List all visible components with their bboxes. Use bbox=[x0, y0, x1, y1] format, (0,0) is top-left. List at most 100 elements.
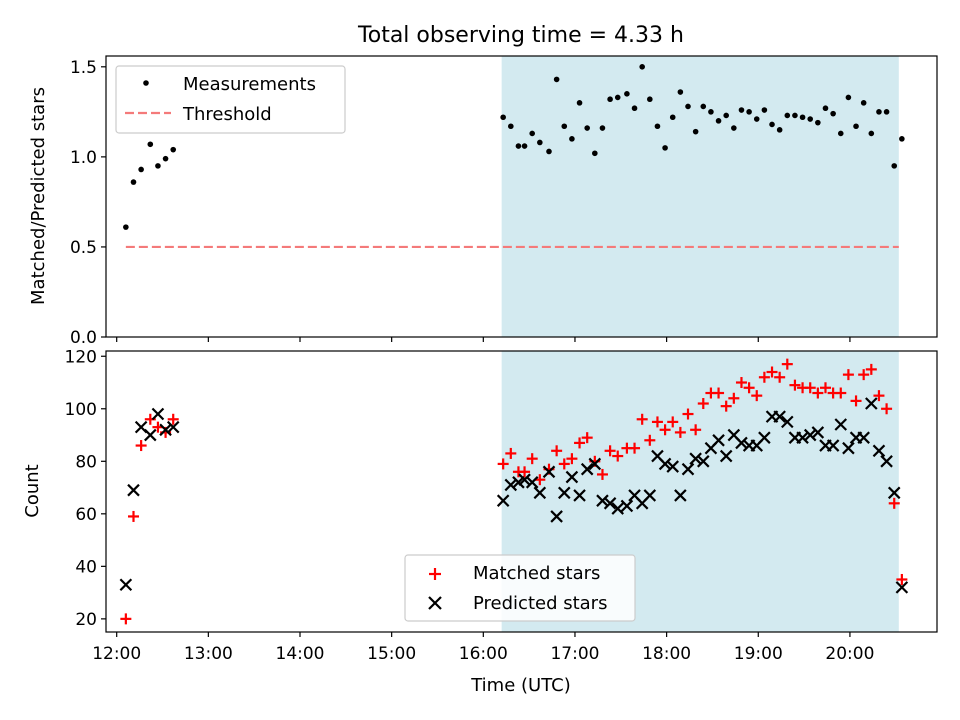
predicted-star-point bbox=[159, 423, 172, 437]
matched-star-point bbox=[781, 358, 793, 370]
measurement-point bbox=[647, 96, 653, 103]
predicted-star-point bbox=[689, 452, 702, 465]
ratio-plot-frame bbox=[105, 55, 938, 338]
measurement-point bbox=[639, 64, 645, 70]
measurement-point bbox=[521, 143, 528, 149]
measurement-point bbox=[776, 127, 783, 133]
predicted-star-point bbox=[735, 436, 748, 450]
measurement-point bbox=[599, 125, 606, 131]
measurement-point bbox=[899, 136, 905, 142]
x-tick-label: 19:00 bbox=[734, 644, 783, 664]
matched-star-point bbox=[720, 400, 732, 412]
measurement-point bbox=[500, 114, 506, 121]
matched-star-point bbox=[812, 387, 824, 399]
matched-star-point bbox=[674, 426, 686, 438]
ratio-y-tick-label: 1.5 bbox=[70, 58, 97, 78]
matched-star-point bbox=[636, 413, 648, 425]
measurement-point bbox=[508, 123, 514, 130]
legend-measurements-marker bbox=[143, 80, 149, 86]
predicted-star-point bbox=[611, 502, 625, 515]
measurement-point bbox=[738, 107, 745, 113]
measurement-point bbox=[662, 145, 668, 151]
matched-star-point bbox=[873, 390, 885, 402]
x-tick-label: 13:00 bbox=[184, 644, 233, 664]
count-y-tick-label: 20 bbox=[75, 610, 97, 630]
matched-star-point bbox=[819, 382, 831, 394]
predicted-star-point bbox=[596, 494, 609, 507]
measurement-point bbox=[677, 89, 684, 95]
matched-star-point bbox=[842, 369, 854, 381]
legend-threshold-label: Threshold bbox=[182, 104, 272, 125]
ratio-panel: 0.0 0.5 1.0 1.5 Matched/Predicted stars Mea… bbox=[28, 55, 938, 348]
predicted-star-point bbox=[525, 476, 539, 489]
measurement-point bbox=[123, 224, 129, 230]
predicted-star-point bbox=[504, 478, 518, 492]
matched-star-point bbox=[735, 377, 747, 389]
x-tick-label: 16:00 bbox=[459, 644, 508, 664]
predicted-star-point bbox=[573, 489, 586, 502]
predicted-star-point bbox=[719, 449, 733, 463]
matched-star-point bbox=[551, 445, 563, 457]
chart-title: Total observing time = 4.33 h bbox=[357, 23, 684, 48]
predicted-star-point bbox=[144, 428, 157, 442]
legend-matched-label: Matched stars bbox=[473, 563, 600, 584]
count-y-tick-label: 60 bbox=[75, 505, 97, 525]
predicted-star-point bbox=[880, 455, 893, 468]
measurement-point bbox=[792, 112, 798, 119]
measurement-point bbox=[761, 107, 768, 113]
matched-star-point bbox=[120, 613, 132, 625]
ratio-y-tick-label: 0.5 bbox=[70, 238, 97, 258]
matched-star-point bbox=[888, 497, 900, 509]
ratio-legend-box bbox=[115, 65, 346, 134]
x-tick-label: 12:00 bbox=[92, 644, 141, 664]
predicted-star-point bbox=[834, 418, 848, 431]
measurement-point bbox=[868, 130, 875, 137]
measurement-point bbox=[830, 110, 836, 117]
predicted-star-point bbox=[643, 489, 657, 502]
measurement-point bbox=[624, 91, 630, 97]
predicted-star-point bbox=[588, 457, 602, 471]
measurement-point bbox=[162, 155, 169, 162]
matched-star-point bbox=[497, 458, 509, 470]
measurement-point bbox=[822, 105, 829, 112]
predicted-star-point bbox=[620, 499, 634, 513]
x-tick-label: 15:00 bbox=[367, 644, 416, 664]
measurement-point bbox=[723, 112, 729, 119]
matched-star-point bbox=[881, 403, 893, 415]
matched-star-point bbox=[574, 437, 586, 449]
count-y-tick-label: 40 bbox=[75, 557, 97, 577]
matched-star-point bbox=[743, 382, 755, 394]
measurement-point bbox=[876, 109, 882, 115]
predicted-star-point bbox=[580, 462, 594, 476]
measurement-point bbox=[669, 114, 676, 121]
count-legend-box bbox=[404, 554, 636, 622]
ratio-y-tick-label: 1.0 bbox=[70, 148, 97, 168]
matched-star-point bbox=[629, 442, 641, 454]
measurement-point bbox=[860, 100, 867, 106]
matched-star-point bbox=[758, 371, 770, 383]
matched-star-point bbox=[713, 387, 725, 399]
matched-star-point bbox=[858, 369, 870, 381]
measurement-point bbox=[692, 128, 699, 135]
count-y-axis-label: Count bbox=[22, 464, 43, 517]
matched-star-point bbox=[850, 395, 862, 407]
x-tick-label: 20:00 bbox=[825, 644, 874, 664]
matched-star-point bbox=[751, 390, 763, 402]
legend-measurements-label: Measurements bbox=[183, 74, 316, 95]
matched-star-point bbox=[644, 434, 656, 446]
measurement-point bbox=[837, 130, 844, 137]
predicted-star-point bbox=[119, 578, 133, 592]
predicted-star-point bbox=[674, 489, 687, 502]
measurement-point bbox=[592, 150, 598, 157]
ratio-legend: Measurements Threshold bbox=[115, 65, 346, 134]
measurement-point bbox=[546, 148, 552, 155]
matched-star-point bbox=[774, 371, 786, 383]
matched-star-point bbox=[135, 440, 147, 452]
measurement-point bbox=[537, 139, 543, 146]
measurement-point bbox=[685, 103, 691, 110]
x-tick-label: 14:00 bbox=[276, 644, 325, 664]
predicted-star-point bbox=[796, 431, 809, 444]
measurement-point bbox=[576, 100, 583, 106]
predicted-star-point bbox=[857, 431, 870, 444]
predicted-star-point bbox=[803, 428, 817, 442]
